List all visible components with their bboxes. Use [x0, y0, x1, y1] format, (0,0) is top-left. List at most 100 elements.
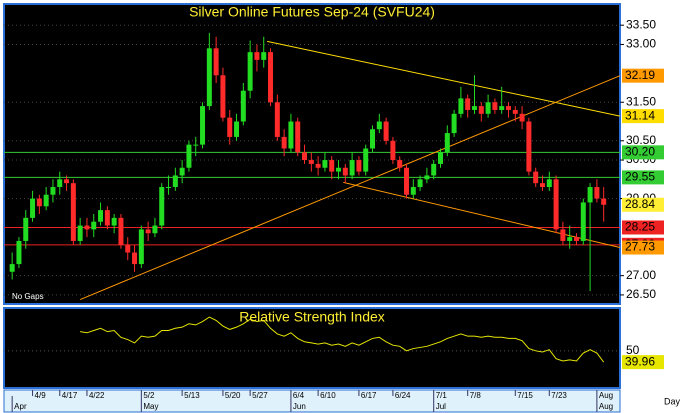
body — [295, 121, 301, 153]
body — [288, 121, 294, 149]
body — [560, 229, 566, 241]
month-label: Jul — [436, 402, 446, 411]
level-label: 28.25 — [625, 220, 655, 234]
body — [594, 187, 600, 199]
rsi-title: Relative Strength Index — [239, 309, 385, 325]
trendline — [343, 181, 621, 249]
month-label: May — [143, 402, 158, 411]
body — [30, 198, 36, 218]
rsi-line — [80, 316, 605, 363]
body — [77, 225, 83, 241]
body — [376, 121, 382, 130]
body — [465, 98, 471, 110]
rsi-panel — [3, 307, 621, 389]
month-label: Aug — [599, 402, 613, 411]
x-tick-label: 4/22 — [89, 391, 105, 400]
body — [43, 194, 49, 207]
body — [200, 106, 206, 145]
body — [64, 179, 70, 184]
x-tick-label: 7/8 — [470, 391, 482, 400]
trendline-label-box — [622, 109, 664, 124]
price-panel — [3, 3, 621, 305]
last-price-label-box — [622, 197, 664, 212]
trendline-label: 32.19 — [625, 68, 655, 82]
body — [84, 225, 90, 230]
x-tick-label: 5/27 — [252, 391, 268, 400]
y-tick-label: 33.50 — [626, 17, 656, 31]
body — [9, 264, 15, 272]
body — [132, 252, 138, 265]
level-label: 30.20 — [625, 145, 655, 159]
body — [186, 144, 192, 168]
x-tick-label: 7/23 — [551, 391, 567, 400]
body — [104, 210, 110, 226]
x-tick-label: 6/10 — [320, 391, 336, 400]
body — [499, 106, 505, 110]
x-tick-label: 4/17 — [62, 391, 78, 400]
y-tick-label: 31.50 — [626, 94, 656, 108]
y-tick-label: 30.50 — [626, 133, 656, 147]
body — [424, 175, 430, 180]
note: No Gaps — [12, 292, 44, 301]
body — [438, 152, 444, 164]
body — [172, 175, 178, 188]
body — [390, 140, 396, 161]
body — [471, 106, 477, 110]
trendline — [79, 75, 621, 300]
body — [240, 90, 246, 122]
body — [329, 160, 335, 172]
body — [431, 163, 437, 176]
trendline-label-box — [622, 240, 664, 255]
body — [50, 187, 56, 195]
body — [505, 106, 511, 110]
body — [383, 121, 389, 141]
body — [363, 148, 369, 172]
body — [601, 198, 607, 205]
y-tick-label: 33.00 — [626, 37, 656, 51]
body — [417, 179, 423, 188]
x-tick-label: Aug — [599, 391, 613, 400]
x-tick-label: 6/17 — [361, 391, 377, 400]
body — [349, 160, 355, 176]
body — [159, 187, 165, 226]
x-tick-label: 5/20 — [225, 391, 241, 400]
y-tick-label: 26.50 — [626, 287, 656, 301]
level-label: 29.55 — [625, 170, 655, 184]
body — [410, 187, 416, 195]
body — [152, 225, 158, 234]
body — [512, 109, 518, 114]
x-tick-label: 7/15 — [517, 391, 533, 400]
body — [553, 179, 559, 230]
x-tick-label: 5/2 — [143, 391, 155, 400]
body — [404, 167, 410, 195]
body — [274, 102, 280, 137]
body — [98, 210, 104, 222]
trendline-label: 31.14 — [625, 108, 655, 122]
trendline — [267, 40, 621, 117]
rsi-last-label-box — [622, 355, 664, 370]
body — [567, 237, 573, 241]
level-label-box — [622, 170, 664, 185]
body — [485, 102, 491, 114]
body — [36, 198, 42, 207]
body — [145, 229, 151, 234]
body — [57, 179, 63, 188]
x-axis-strip — [3, 389, 621, 413]
body — [356, 160, 362, 172]
body — [118, 217, 124, 245]
y-tick-label: 50 — [626, 343, 640, 357]
body — [220, 75, 226, 118]
level-label-box — [622, 145, 664, 160]
body — [533, 171, 539, 184]
trendline-label-box — [622, 68, 664, 83]
body — [458, 98, 464, 114]
last-price-label: 28.84 — [625, 197, 655, 211]
body — [308, 160, 314, 164]
body — [526, 121, 532, 172]
body — [23, 217, 29, 241]
rsi-last-label: 39.96 — [625, 354, 655, 368]
body — [580, 202, 586, 241]
body — [342, 167, 348, 176]
